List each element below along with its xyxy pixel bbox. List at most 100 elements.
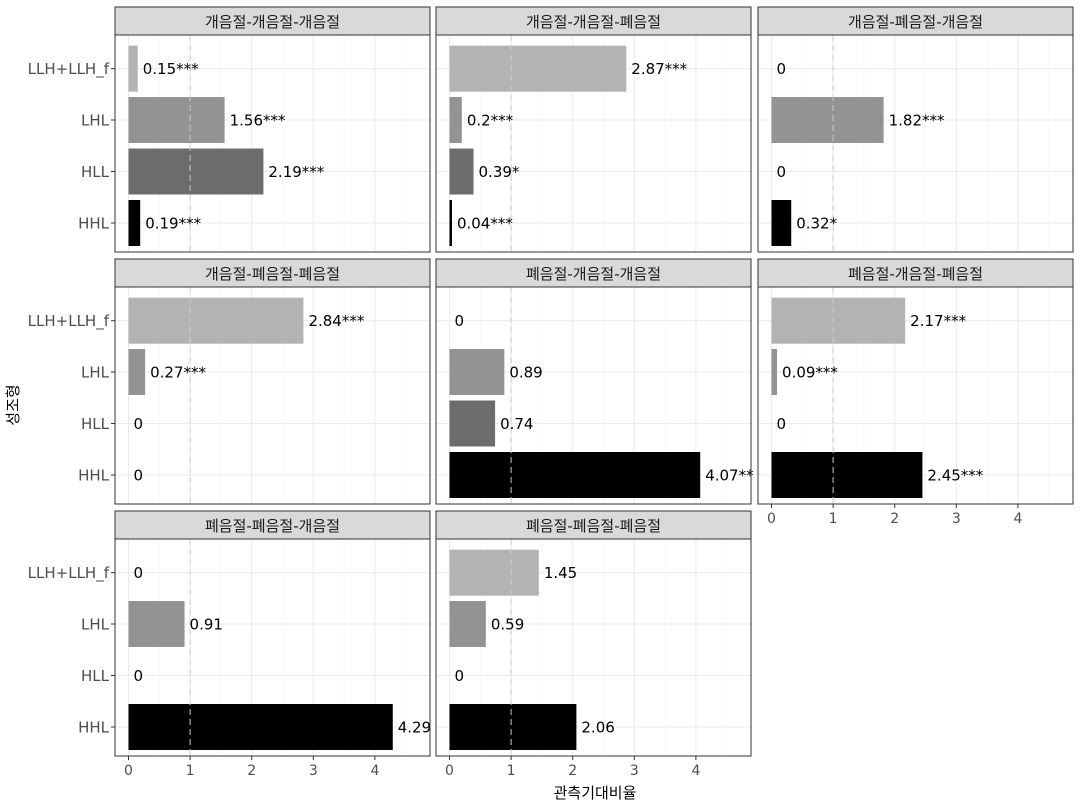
bar (128, 601, 185, 647)
bar (771, 349, 778, 395)
data-label: 0 (134, 415, 144, 433)
data-label: 0 (134, 667, 144, 685)
facet-title: 폐음절-폐음절-개음절 (205, 517, 340, 535)
data-label: 2.87*** (631, 60, 687, 78)
y-tick-label: HLL (81, 415, 110, 433)
data-label: 2.19*** (268, 163, 324, 181)
y-tick-label: LHL (81, 112, 110, 130)
y-tick-label: HHL (78, 467, 110, 485)
data-label: 4.07** (705, 467, 754, 485)
x-tick-label: 1 (507, 763, 516, 779)
panel-border (757, 286, 1074, 505)
bar (449, 45, 627, 92)
panel-background (758, 35, 1073, 252)
bar (449, 549, 539, 596)
y-tick-label: LLH+LLH_f (28, 312, 110, 331)
x-tick-label: 3 (309, 763, 318, 779)
x-tick-label: 4 (370, 763, 379, 779)
data-label: 1.82*** (889, 112, 945, 130)
bar (449, 452, 701, 498)
x-tick-label: 0 (767, 511, 776, 527)
bar (128, 349, 146, 395)
facet-panel: 폐음절-개음절-폐음절 2.17*** 0.09*** 0 2.45*** 0 1 2 3 4 (757, 258, 1074, 527)
data-label: 0.39* (479, 163, 520, 181)
panel-border (435, 34, 752, 253)
bar (771, 200, 792, 246)
bar (449, 148, 474, 195)
data-label: 0.09*** (782, 364, 838, 382)
panel-border (435, 538, 752, 757)
data-label: 0.04*** (457, 215, 513, 233)
data-label: 0.74 (500, 415, 533, 433)
y-tick-label: LLH+LLH_f (28, 564, 110, 583)
bar (449, 349, 505, 395)
data-label: 0 (134, 564, 144, 582)
data-label: 0.91 (190, 616, 223, 634)
y-tick-label: LLH+LLH_f (28, 60, 110, 79)
data-label: 0 (455, 667, 465, 685)
x-tick-label: 4 (691, 763, 700, 779)
panel-border (435, 286, 752, 505)
bar (128, 297, 304, 344)
data-label: 0 (777, 415, 787, 433)
data-label: 0.2*** (467, 112, 514, 130)
panel-border (114, 538, 431, 757)
data-label: 0.89 (509, 364, 542, 382)
panel-border (757, 34, 1074, 253)
facet-panel: 개음절-개음절-폐음절 2.87*** 0.2*** 0.39* 0.04*** (435, 6, 752, 253)
data-label: 0.19*** (145, 215, 201, 233)
bar (449, 601, 486, 647)
y-tick-label: LHL (81, 616, 110, 634)
y-tick-label: HHL (78, 719, 110, 737)
bar (449, 97, 462, 143)
x-tick-label: 3 (952, 511, 961, 527)
panel-border (114, 286, 431, 505)
bar (449, 200, 452, 246)
facet-title: 폐음절-개음절-개음절 (526, 265, 661, 283)
data-label: 2.84*** (308, 312, 364, 330)
data-label: 0.15*** (143, 60, 199, 78)
bar (449, 704, 577, 750)
facet-strip (114, 258, 431, 288)
y-axis-title: 성조형 (4, 384, 22, 425)
data-label: 0 (777, 60, 787, 78)
facet-panel: 개음절-개음절-개음절 0.15*** 1.56*** 2.19*** 0.19*** L… (28, 6, 431, 253)
facet-title: 개음절-개음절-폐음절 (526, 13, 661, 31)
bar (128, 97, 225, 143)
panel-background (115, 35, 430, 252)
facet-title: 개음절-개음절-개음절 (205, 13, 340, 31)
x-tick-label: 0 (124, 763, 133, 779)
data-label: 4.29 (398, 719, 431, 737)
facet-title: 개음절-폐음절-개음절 (848, 13, 983, 31)
x-axis-title: 관측기대비율 (554, 784, 637, 802)
bar (128, 704, 393, 750)
facet-title: 개음절-폐음절-폐음절 (205, 265, 340, 283)
data-label: 2.06 (581, 719, 614, 737)
facet-title: 폐음절-개음절-폐음절 (848, 265, 983, 283)
x-tick-label: 1 (186, 763, 195, 779)
facet-panel: 폐음절-폐음절-폐음절 1.45 0.59 0 2.06 0 1 2 3 4 (435, 510, 752, 779)
facet-panel: 폐음절-개음절-개음절 0 0.89 0.74 4.07** (435, 258, 754, 505)
facet-title: 폐음절-폐음절-폐음절 (526, 517, 661, 535)
x-tick-label: 2 (247, 763, 256, 779)
x-tick-label: 2 (890, 511, 899, 527)
y-tick-label: HHL (78, 215, 110, 233)
facet-strip (757, 6, 1074, 36)
bar (128, 148, 264, 195)
x-tick-label: 0 (445, 763, 454, 779)
x-tick-label: 2 (568, 763, 577, 779)
data-label: 1.56*** (230, 112, 286, 130)
bar (128, 200, 141, 246)
facet-strip (435, 6, 752, 36)
facet-strip (757, 258, 1074, 288)
facet-strip (114, 6, 431, 36)
x-tick-label: 4 (1013, 511, 1022, 527)
facet-panel: 개음절-폐음절-개음절 0 1.82*** 0 0.32* (757, 6, 1074, 253)
x-tick-label: 3 (630, 763, 639, 779)
bar (449, 400, 496, 447)
x-tick-label: 1 (829, 511, 838, 527)
data-label: 0.59 (491, 616, 524, 634)
facet-strip (435, 510, 752, 540)
panel-border (114, 34, 431, 253)
data-label: 2.17*** (910, 312, 966, 330)
